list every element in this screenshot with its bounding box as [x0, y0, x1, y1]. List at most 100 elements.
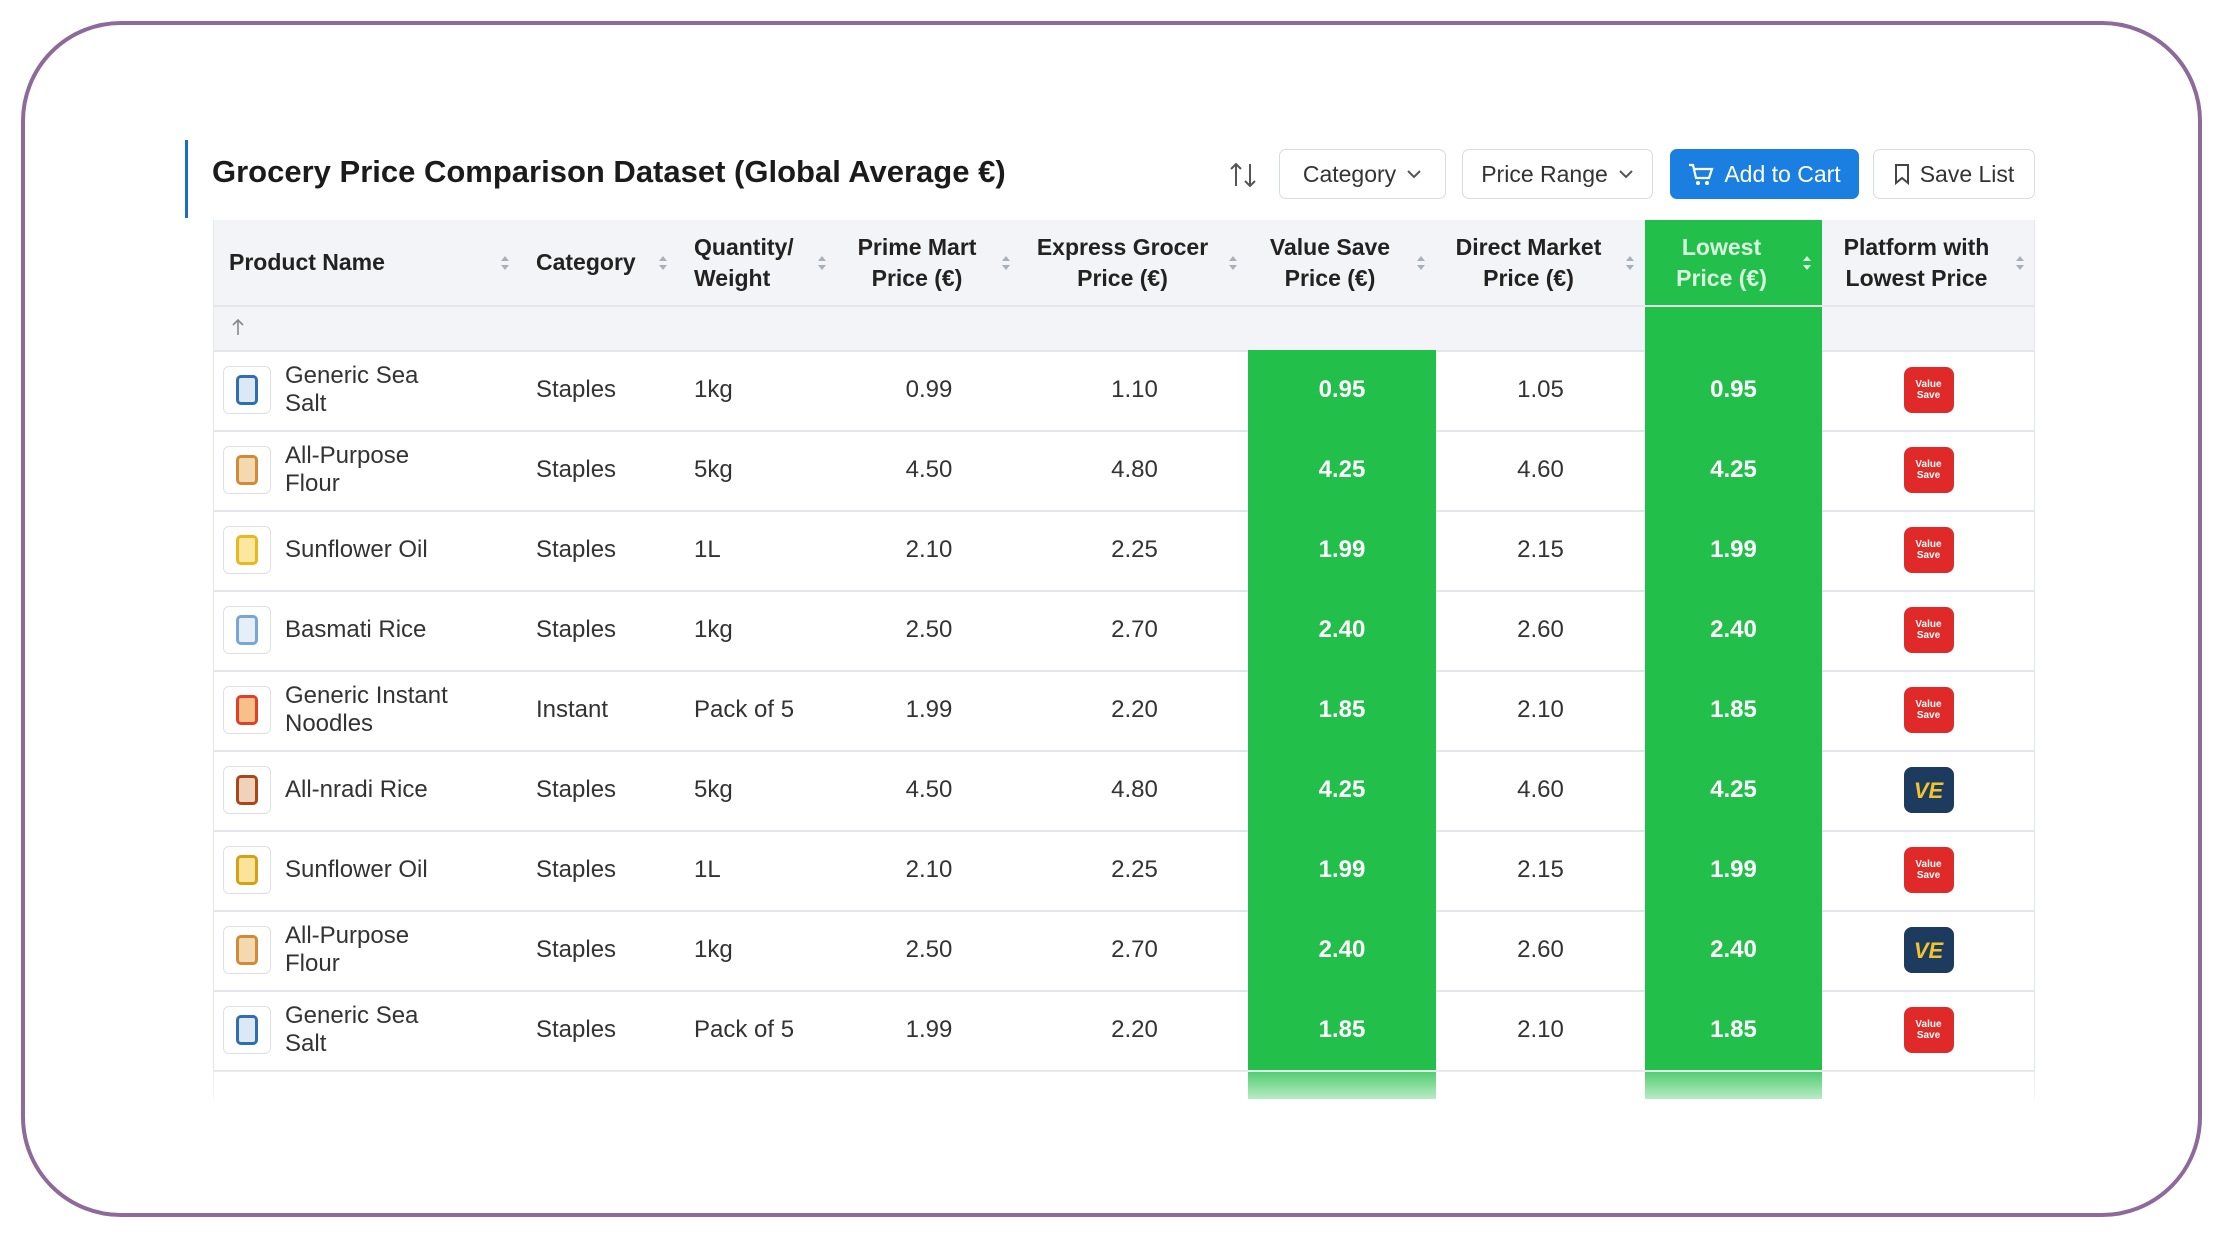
sort-icon[interactable] — [1228, 160, 1258, 190]
sort-arrows[interactable] — [1625, 255, 1635, 271]
cell-text: 2.10 — [905, 536, 953, 563]
header-line: Lowest — [1681, 233, 1762, 260]
sort-arrows[interactable] — [1228, 255, 1238, 271]
cell-text: 1.05 — [1517, 376, 1564, 403]
platform-logo: Value Save — [1903, 607, 1954, 653]
table-cell: All-nradi Rice — [213, 750, 520, 830]
table-cell: Staples — [520, 750, 678, 830]
sort-arrows[interactable] — [1001, 255, 1011, 271]
sort-arrows[interactable] — [658, 255, 668, 271]
cell-text: 1kg — [694, 936, 733, 963]
table-cell: Staples — [520, 590, 678, 670]
header-line: Price (€) — [1483, 264, 1574, 291]
table-cell: 1.85 — [1645, 990, 1822, 1070]
sort-arrows[interactable] — [500, 255, 510, 271]
table-cell: 2.10 — [1436, 670, 1645, 750]
header-line: Platform with — [1843, 233, 1990, 260]
table-cell: Staples — [520, 830, 678, 910]
product-icon — [223, 366, 271, 414]
column-header[interactable]: Prime Mart Price (€) — [837, 220, 997, 305]
cell-text: Pack of 5 — [694, 1016, 795, 1043]
cell-text: 1.99 — [905, 1016, 953, 1043]
platform-logo: VE — [1903, 927, 1954, 973]
column-header[interactable]: Lowest Price (€) — [1645, 220, 1798, 305]
cell-text: Staples — [536, 456, 617, 483]
table-cell: 4.25 — [1248, 750, 1436, 830]
price-range-filter[interactable]: Price Range — [1462, 149, 1653, 199]
cell-text: Staples — [536, 936, 617, 963]
product-icon — [223, 526, 271, 574]
product-name: All-Purpose Flour — [285, 442, 410, 497]
sort-arrows[interactable] — [1802, 255, 1812, 271]
platform-logo: Value Save — [1903, 367, 1954, 413]
table-cell: 1.99 — [837, 670, 1021, 750]
table-cell: 2.60 — [1436, 910, 1645, 990]
category-filter[interactable]: Category — [1279, 149, 1446, 199]
cell-text: 1.85 — [1710, 1016, 1757, 1043]
table-cell: Pack of 5 — [678, 670, 837, 750]
table-cell: Staples — [520, 510, 678, 590]
cell-text: 0.99 — [905, 376, 953, 403]
table-cell: Staples — [520, 350, 678, 430]
row-divider — [213, 510, 2035, 512]
sort-arrows[interactable] — [2015, 255, 2025, 271]
sort-arrows[interactable] — [817, 255, 827, 271]
cell-text: 2.40 — [1318, 616, 1366, 643]
product-image — [236, 615, 258, 645]
cell-text: 2.20 — [1111, 1016, 1158, 1043]
product-image — [236, 535, 258, 565]
table-cell: 2.40 — [1645, 590, 1822, 670]
product-icon — [223, 1006, 271, 1054]
table-cell: 1.99 — [1248, 830, 1436, 910]
label: Category — [1302, 160, 1397, 187]
save-list-button[interactable]: Save List — [1873, 149, 2035, 199]
row-divider — [213, 430, 2035, 432]
title: Grocery Price Comparison Dataset (Global… — [212, 154, 1006, 189]
cell-text: 4.60 — [1517, 776, 1564, 803]
table-cell: All-Purpose Flour — [213, 910, 520, 990]
add-to-cart-button[interactable]: Add to Cart — [1670, 149, 1859, 199]
chevron — [1619, 170, 1633, 179]
cell-text: 2.50 — [905, 616, 953, 643]
cell-text: 0.95 — [1318, 376, 1366, 403]
cell-text: 2.60 — [1517, 616, 1564, 643]
table-cell: 4.80 — [1021, 750, 1248, 830]
table-cell: 2.40 — [1248, 590, 1436, 670]
column-header[interactable]: Express Grocer Price (€) — [1021, 220, 1224, 305]
column-header[interactable]: Quantity/Weight — [694, 220, 813, 305]
cell-text: Staples — [536, 1016, 617, 1043]
bookmark-icon — [1894, 164, 1909, 185]
table-cell: 0.95 — [1248, 350, 1436, 430]
platform-cell: Value Save — [1822, 830, 2035, 910]
table-cell: 0.95 — [1645, 350, 1822, 430]
sort-arrows[interactable] — [1416, 255, 1426, 271]
row-divider — [213, 990, 2035, 992]
product-icon — [223, 686, 271, 734]
table-cell: 2.25 — [1021, 830, 1248, 910]
table-cell: 1L — [678, 510, 837, 590]
cart-icon — [1689, 163, 1714, 185]
cell-text: 5kg — [694, 776, 733, 803]
platform-cell: Value Save — [1822, 350, 2035, 430]
table-cell: 4.60 — [1436, 430, 1645, 510]
table-cell: 5kg — [678, 750, 837, 830]
cell-text: 1.99 — [1710, 536, 1757, 563]
column-header[interactable]: Product Name — [229, 220, 496, 305]
label: Add to Cart — [1724, 160, 1841, 187]
column-header[interactable]: Category — [536, 220, 654, 305]
cell-text: 4.25 — [1710, 776, 1757, 803]
platform-cell: Value Save — [1822, 670, 2035, 750]
cell-text: Instant — [536, 696, 609, 723]
column-header[interactable]: Direct Market Price (€) — [1436, 220, 1621, 305]
table-cell: 1.85 — [1248, 670, 1436, 750]
header-line: Prime Mart — [857, 233, 977, 260]
header-line: Direct Market — [1455, 233, 1602, 260]
column-header[interactable]: Value Save Price (€) — [1248, 220, 1412, 305]
cell-text: 1.99 — [1318, 536, 1366, 563]
cell-text: 1.85 — [1710, 696, 1757, 723]
accent-bar — [185, 140, 188, 218]
table-cell: 2.15 — [1436, 510, 1645, 590]
table-cell: 4.50 — [837, 750, 1021, 830]
column-header[interactable]: Platform with Lowest Price — [1822, 220, 2011, 305]
label: Price Range — [1481, 160, 1608, 187]
